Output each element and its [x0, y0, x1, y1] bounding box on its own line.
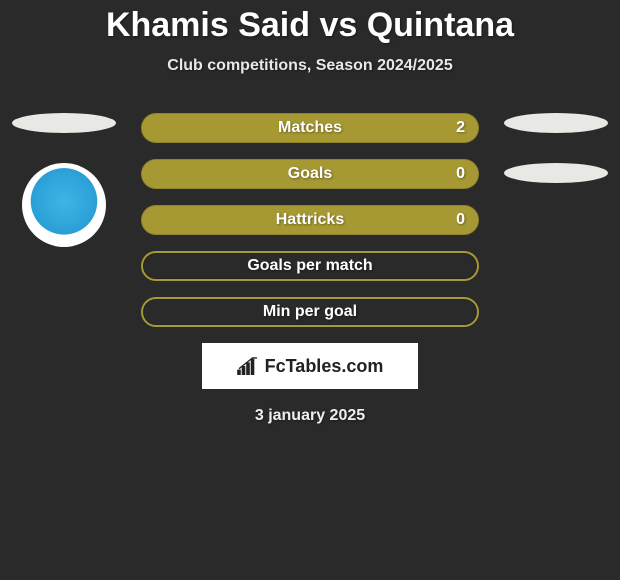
club-badge-left — [22, 163, 106, 247]
stat-label: Min per goal — [263, 303, 357, 321]
club-logo-icon — [27, 168, 101, 242]
stat-label: Goals per match — [247, 257, 372, 275]
stat-row-hattricks: Hattricks 0 — [141, 205, 479, 235]
player-photo-placeholder-right-2 — [504, 163, 608, 183]
comparison-panel: Matches 2 Goals 0 Hattricks 0 Goals per … — [0, 113, 620, 425]
stat-row-matches: Matches 2 — [141, 113, 479, 143]
bar-chart-icon — [237, 357, 259, 375]
stat-label: Hattricks — [276, 211, 344, 229]
stat-row-goals-per-match: Goals per match — [141, 251, 479, 281]
stat-label: Goals — [288, 165, 332, 183]
player-photo-placeholder-right-1 — [504, 113, 608, 133]
stat-label: Matches — [278, 119, 342, 137]
right-player-column — [500, 113, 612, 213]
stat-row-min-per-goal: Min per goal — [141, 297, 479, 327]
brand-text: FcTables.com — [265, 356, 384, 377]
left-player-column — [8, 113, 120, 247]
stat-rows: Matches 2 Goals 0 Hattricks 0 Goals per … — [141, 113, 479, 327]
stat-row-goals: Goals 0 — [141, 159, 479, 189]
page-title: Khamis Said vs Quintana — [0, 0, 620, 45]
player-photo-placeholder-left — [12, 113, 116, 133]
brand-box: FcTables.com — [202, 343, 418, 389]
stat-value-right: 0 — [456, 165, 465, 183]
subtitle: Club competitions, Season 2024/2025 — [0, 57, 620, 75]
date-text: 3 january 2025 — [0, 407, 620, 425]
stat-value-right: 2 — [456, 119, 465, 137]
stat-value-right: 0 — [456, 211, 465, 229]
